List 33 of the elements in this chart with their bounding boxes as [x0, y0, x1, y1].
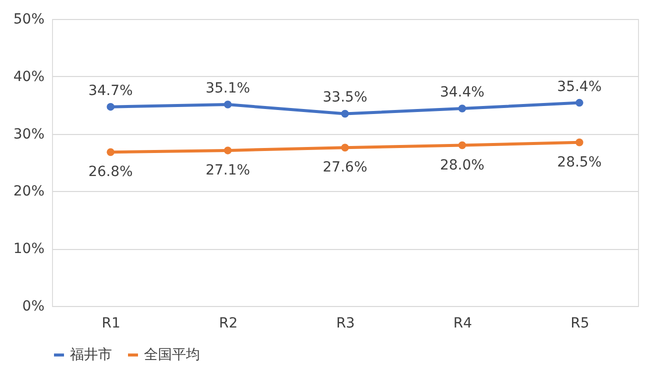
- x-tick-label: R2: [218, 316, 238, 332]
- data-label: 27.1%: [206, 162, 250, 178]
- data-label: 27.6%: [322, 160, 368, 176]
- point: [106, 102, 114, 111]
- point: [458, 104, 466, 112]
- y-tick-label: 30%: [13, 126, 44, 142]
- data-label: 26.8%: [88, 164, 133, 180]
- data-label: 34.7%: [88, 82, 133, 99]
- y-tick-label: 50%: [13, 12, 44, 28]
- point: [341, 144, 349, 152]
- data-label: 33.5%: [322, 90, 368, 106]
- data-label: 35.4%: [557, 78, 602, 95]
- legend-label: 福井市: [70, 347, 112, 363]
- point: [576, 98, 584, 107]
- point: [224, 146, 232, 154]
- y-tick-label: 20%: [13, 184, 44, 200]
- y-tick-label: 0%: [22, 298, 44, 314]
- y-tick-label: 10%: [13, 241, 44, 258]
- x-tick-label: R1: [102, 316, 120, 332]
- point: [458, 141, 466, 150]
- x-tick-label: R4: [453, 316, 472, 332]
- legend-label: 全国平均: [144, 347, 200, 363]
- x-tick-label: R3: [336, 316, 355, 332]
- point: [576, 138, 584, 146]
- data-label: 34.4%: [440, 84, 484, 101]
- x-tick-label: R5: [570, 316, 590, 332]
- data-label: 28.0%: [440, 157, 484, 174]
- point: [341, 110, 349, 118]
- point: [224, 100, 232, 108]
- y-tick-label: 40%: [13, 68, 44, 85]
- data-label: 28.5%: [557, 154, 602, 170]
- data-label: 35.1%: [206, 80, 250, 97]
- point: [106, 148, 114, 156]
